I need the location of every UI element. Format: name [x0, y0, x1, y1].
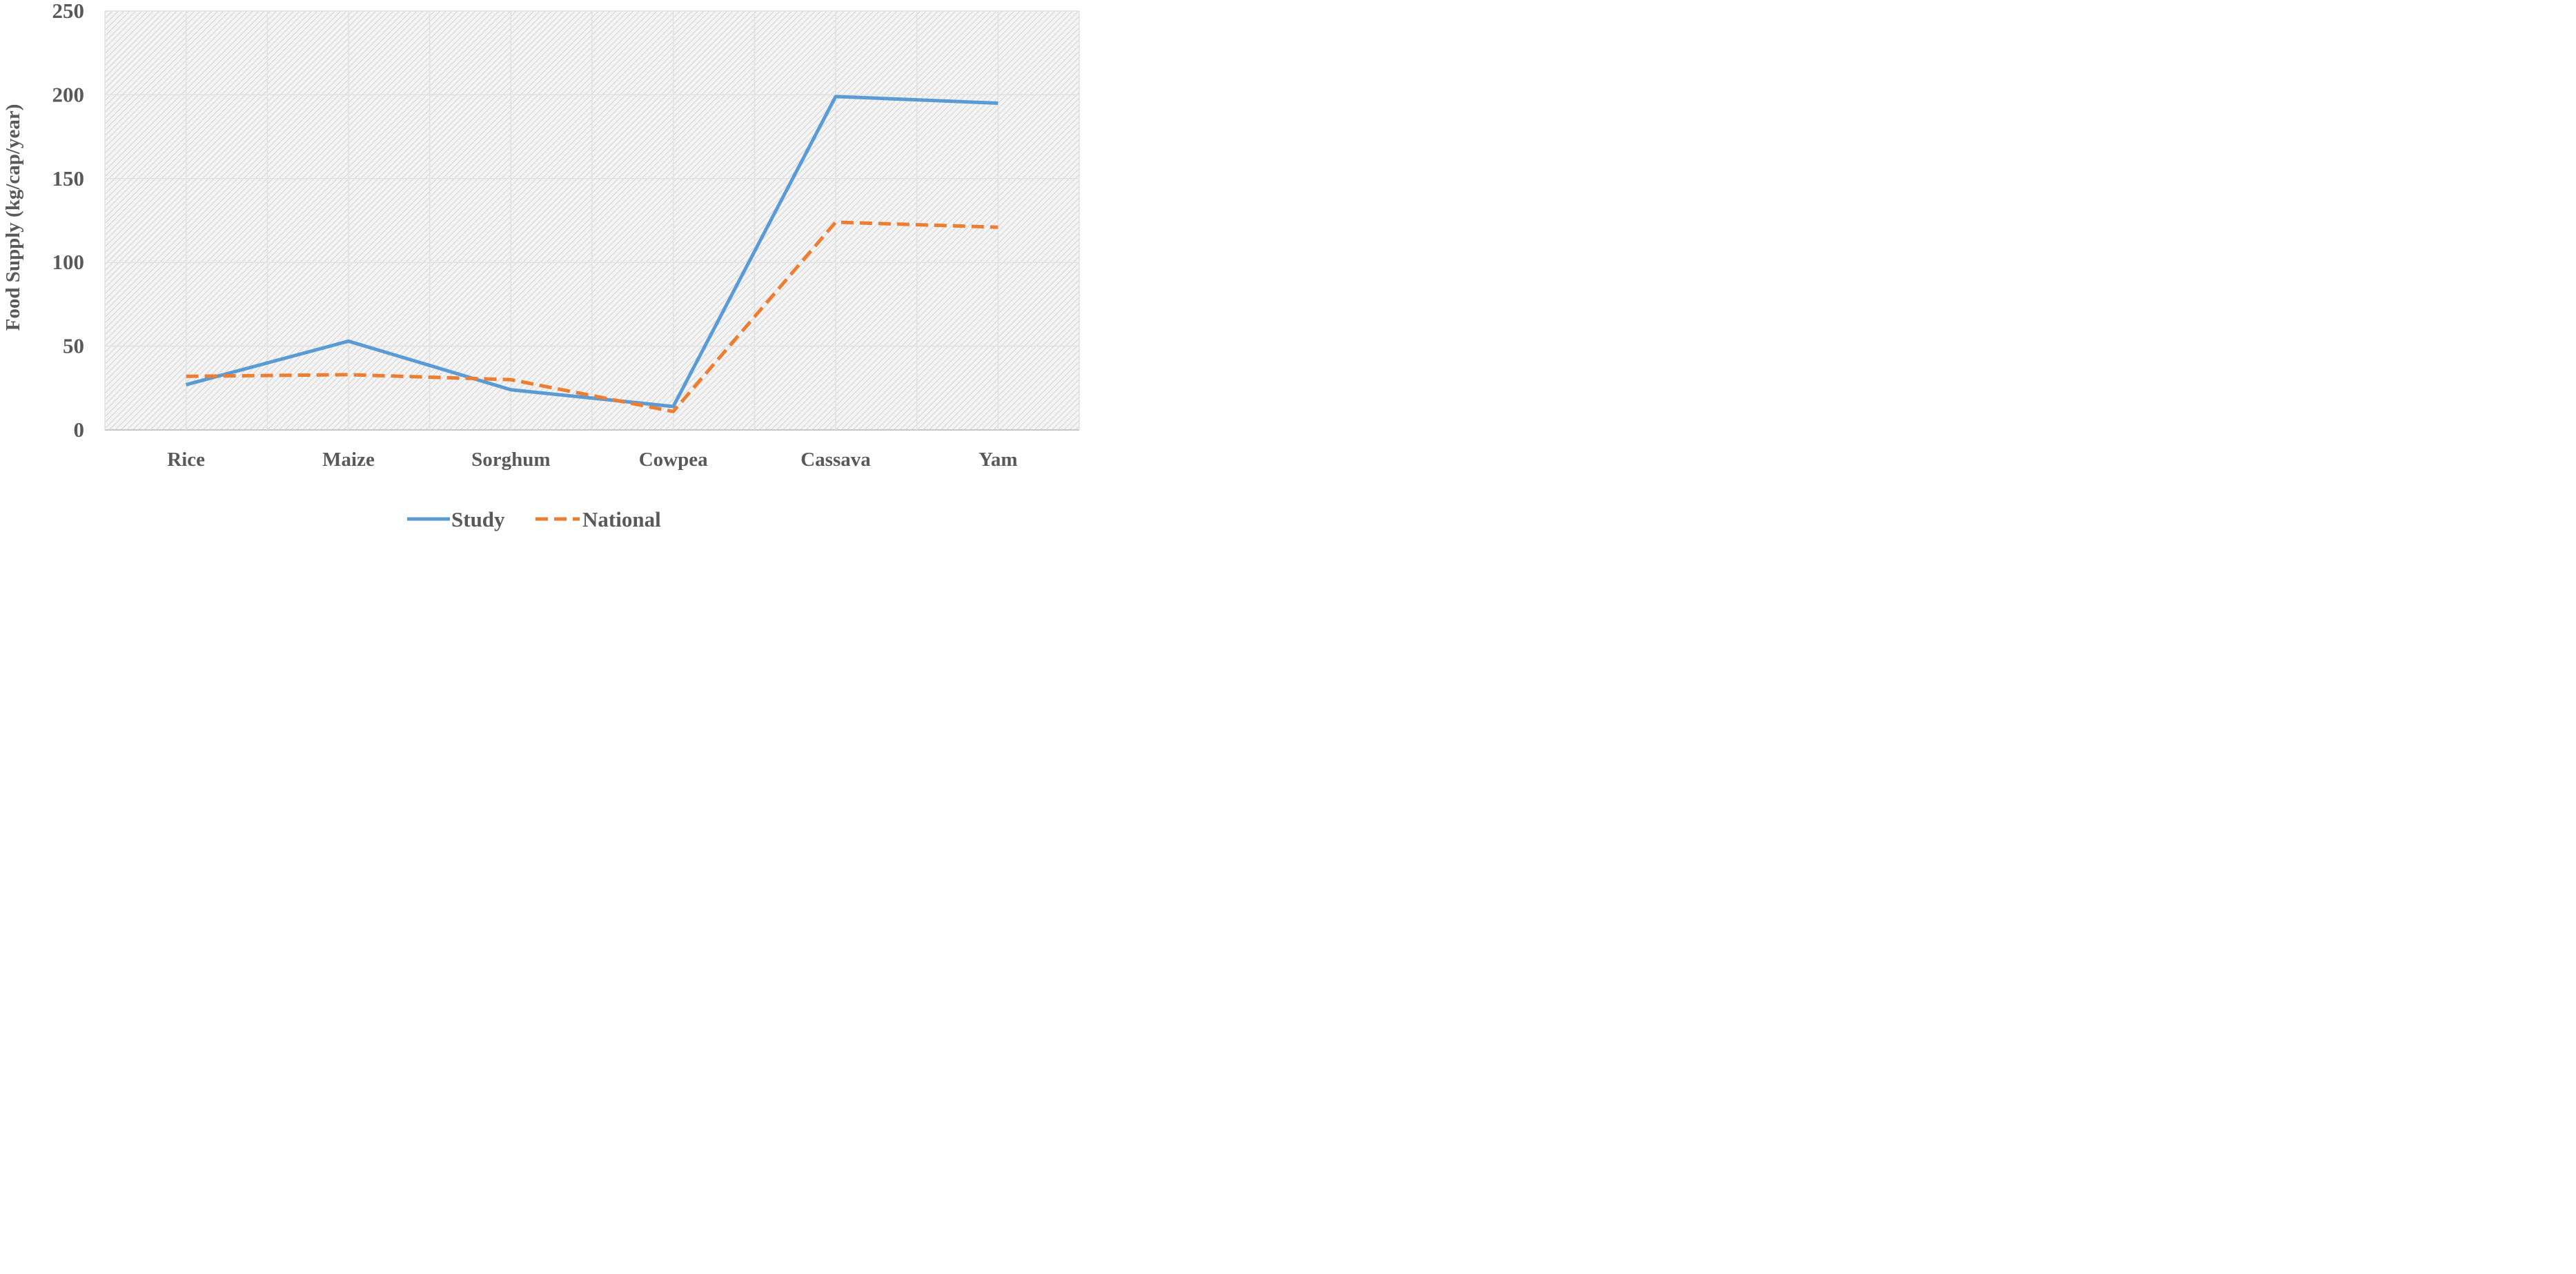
- line-chart: 0 50 100 150 200 250 Rice Maize Sorghum Cowpea Ca…: [2, 0, 1080, 531]
- y-tick-label: 0: [74, 418, 85, 442]
- legend-label-national: National: [582, 507, 661, 531]
- y-tick-label: 50: [63, 334, 84, 358]
- legend-label-study: Study: [451, 507, 505, 531]
- y-tick-label: 250: [52, 0, 85, 23]
- y-tick-label: 150: [52, 166, 85, 190]
- x-tick-label: Sorghum: [471, 449, 550, 471]
- series-line-national: [186, 220, 999, 413]
- legend: Study National: [407, 507, 661, 531]
- x-tick-label: Yam: [979, 449, 1017, 471]
- x-tick-label: Rice: [167, 449, 205, 471]
- y-tick-label: 100: [52, 250, 85, 274]
- x-tick-label: Cowpea: [639, 449, 708, 471]
- y-tick-label: 200: [52, 82, 85, 106]
- x-tick-label: Cassava: [800, 449, 871, 471]
- y-axis-title: Food Supply (kg/cap/year): [2, 104, 24, 331]
- chart: 0 50 100 150 200 250 Rice Maize Sorghum Cowpea Ca…: [0, 0, 1082, 536]
- series-lines: [186, 95, 999, 413]
- y-axis-ticks: 0 50 100 150 200 250: [52, 0, 85, 442]
- x-axis-ticks: Rice Maize Sorghum Cowpea Cassava Yam: [167, 449, 1017, 471]
- x-tick-label: Maize: [322, 449, 375, 471]
- series-line-study: [186, 95, 999, 409]
- gridlines: [104, 10, 1080, 431]
